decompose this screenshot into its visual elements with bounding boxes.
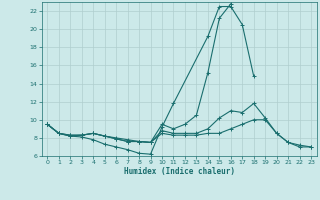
X-axis label: Humidex (Indice chaleur): Humidex (Indice chaleur) — [124, 167, 235, 176]
